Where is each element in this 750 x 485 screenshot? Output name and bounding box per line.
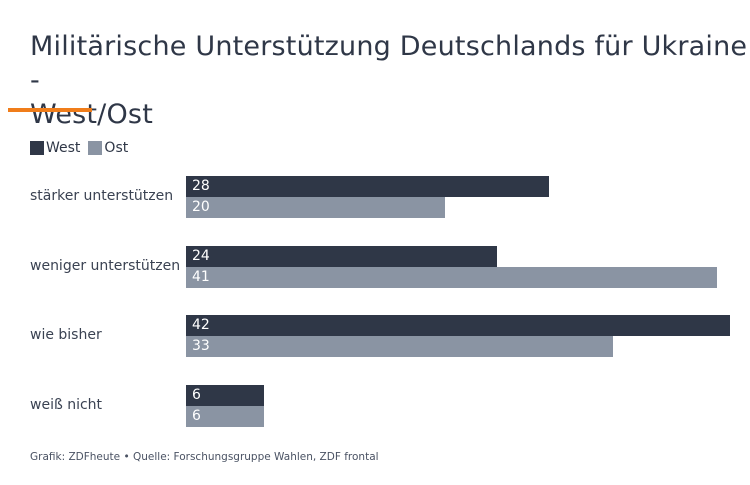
category-label: stärker unterstützen: [30, 188, 174, 204]
bar-ost: 33: [186, 336, 614, 357]
data-label: 20: [192, 199, 210, 215]
legend: West Ost: [30, 140, 136, 156]
chart-title: Militärische Unterstützung Deutschlands …: [30, 30, 750, 132]
bar-ost: 6: [186, 406, 264, 427]
chart-title-line-2: West/Ost: [30, 99, 153, 130]
legend-item-ost: Ost: [88, 140, 128, 156]
legend-swatch-west: [30, 141, 44, 155]
legend-label-west: West: [46, 140, 81, 156]
legend-label-ost: Ost: [104, 140, 129, 156]
data-label: 6: [192, 408, 201, 424]
legend-swatch-ost: [88, 141, 103, 155]
chart-title-line-1: Militärische Unterstützung Deutschlands …: [30, 31, 748, 96]
data-label: 33: [192, 338, 210, 354]
bar-west: 24: [186, 246, 497, 267]
data-label: 42: [192, 317, 210, 333]
category-label: wie bisher: [30, 327, 102, 343]
bar-ost: 20: [186, 197, 446, 218]
legend-item-west: West: [30, 140, 80, 156]
category-label: weniger unterstützen: [30, 258, 181, 274]
bar-west: 28: [186, 176, 549, 197]
bar-west: 42: [186, 315, 730, 336]
data-label: 28: [192, 178, 210, 194]
bar-west: 6: [186, 385, 264, 406]
bar-ost: 41: [186, 267, 718, 288]
data-label: 6: [192, 387, 201, 403]
category-label: weiß nicht: [30, 397, 103, 413]
data-label: 41: [192, 269, 210, 285]
title-accent-line: [8, 108, 92, 112]
data-label: 24: [192, 248, 210, 264]
source-note: Grafik: ZDFheute • Quelle: Forschungsgru…: [30, 451, 379, 463]
